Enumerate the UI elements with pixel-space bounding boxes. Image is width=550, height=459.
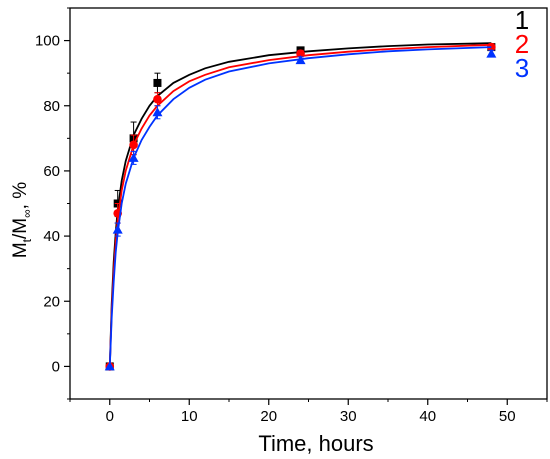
x-tick-label: 0 <box>106 408 114 425</box>
y-tick-label: 60 <box>43 163 60 180</box>
y-axis-title-m: M <box>10 242 31 258</box>
series-2 <box>105 42 496 371</box>
data-point-triangle <box>128 152 139 162</box>
x-tick-label: 30 <box>340 408 357 425</box>
axes: 0 10 20 30 40 50 0 20 40 60 80 100 <box>35 7 548 425</box>
y-axis-title-mid: /M <box>10 218 31 239</box>
y-tick-label: 40 <box>43 228 60 245</box>
y-tick-label: 80 <box>43 98 60 115</box>
legend-label-series-3: 3 <box>515 53 529 83</box>
y-tick-label: 100 <box>35 33 60 50</box>
data-point-circle <box>296 49 305 58</box>
plot-area <box>69 7 548 400</box>
data-point-triangle <box>112 224 123 234</box>
data-point-circle <box>129 140 138 150</box>
y-tick-label: 20 <box>43 293 60 310</box>
fit-curve-series-1 <box>108 42 492 367</box>
x-tick-label: 40 <box>419 408 436 425</box>
x-tick-label: 50 <box>499 408 516 425</box>
data-point-circle <box>487 42 496 52</box>
series-layer <box>104 42 497 371</box>
series-3 <box>104 46 497 371</box>
y-axis-title-sub-inf: ∞ <box>20 209 34 218</box>
data-point-triangle <box>104 361 115 371</box>
y-axis-title-sub-t: t <box>20 238 34 242</box>
fit-curve-series-3 <box>108 46 492 367</box>
y-axis-title: Mt/M∞, % <box>10 182 34 258</box>
y-axis-title-suffix: , % <box>10 182 31 210</box>
data-point-triangle <box>152 107 163 117</box>
fit-curve-series-2 <box>108 43 492 367</box>
svg-text:Mt/M∞, %: Mt/M∞, % <box>10 182 34 258</box>
x-tick-label: 20 <box>260 408 277 425</box>
legend: 123 <box>515 5 529 83</box>
data-point-circle <box>153 94 162 104</box>
data-point-square <box>153 78 162 87</box>
data-point-triangle <box>295 55 306 65</box>
series-1 <box>105 42 496 371</box>
y-tick-label: 0 <box>52 358 60 375</box>
x-tick-label: 10 <box>181 408 198 425</box>
legend-label-series-2: 2 <box>515 29 529 59</box>
legend-label-series-1: 1 <box>515 5 529 35</box>
plot-frame <box>69 7 548 400</box>
data-point-triangle <box>486 48 497 58</box>
x-axis-title: Time, hours <box>258 431 373 456</box>
